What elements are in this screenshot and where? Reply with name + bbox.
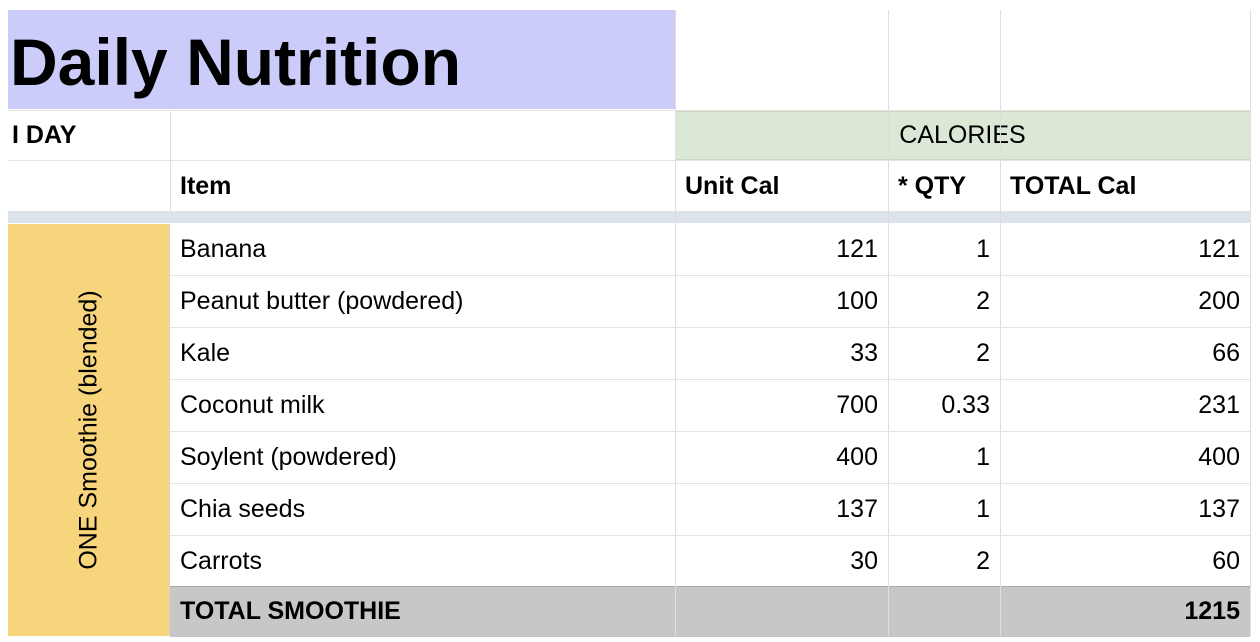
item-cell[interactable]: Banana: [170, 224, 675, 275]
unit-cal-value: 30: [850, 546, 878, 575]
column-header-item-label: Item: [180, 171, 232, 200]
qty-cell[interactable]: 2: [888, 276, 1000, 327]
qty-value: 1: [976, 443, 990, 471]
qty-cell[interactable]: 0.33: [888, 380, 1000, 431]
row-divider: [170, 327, 1250, 328]
column-divider: [888, 10, 889, 636]
group-label: ONE Smoothie (blended): [74, 290, 103, 570]
total-cal-value: 121: [1198, 235, 1240, 263]
total-cal-value: 60: [1212, 546, 1240, 575]
total-cal-cell[interactable]: 60: [1000, 536, 1250, 586]
row-divider: [170, 483, 1250, 484]
total-cal-value: 66: [1212, 339, 1240, 367]
item-cell[interactable]: Peanut butter (powdered): [170, 276, 675, 327]
column-header-total-cal[interactable]: TOTAL Cal: [1000, 161, 1250, 211]
item-cell[interactable]: Carrots: [170, 536, 675, 586]
total-cal-cell[interactable]: 231: [1000, 380, 1250, 431]
unit-cal-value: 100: [836, 287, 878, 315]
qty-cell[interactable]: 2: [888, 328, 1000, 379]
qty-cell[interactable]: 2: [888, 536, 1000, 586]
qty-value: 2: [976, 339, 990, 367]
group-label-cell[interactable]: [8, 224, 170, 636]
column-header-item[interactable]: Item: [170, 161, 675, 211]
qty-value: 2: [976, 546, 990, 575]
day-label-cell[interactable]: I DAY: [8, 111, 170, 160]
total-cal-cell[interactable]: 121: [1000, 224, 1250, 275]
calories-header-cell[interactable]: CALORIES: [675, 111, 1250, 160]
item-cell[interactable]: Coconut milk: [170, 380, 675, 431]
total-label: TOTAL SMOOTHIE: [180, 597, 401, 625]
column-divider: [170, 111, 171, 211]
qty-value: 1: [976, 235, 990, 263]
item-name: Chia seeds: [180, 495, 306, 523]
total-cal-cell[interactable]: 400: [1000, 432, 1250, 483]
unit-cal-value: 121: [836, 235, 878, 263]
row-divider: [8, 110, 1250, 111]
item-cell[interactable]: Kale: [170, 328, 675, 379]
calories-header: CALORIES: [899, 121, 1026, 149]
total-cal-cell[interactable]: 66: [1000, 328, 1250, 379]
total-row[interactable]: [170, 586, 1250, 637]
title-cell[interactable]: Daily Nutrition: [8, 10, 675, 109]
column-header-total-cal-label: TOTAL Cal: [1010, 171, 1137, 200]
unit-cal-cell[interactable]: 400: [675, 432, 888, 483]
item-name: Soylent (powdered): [180, 443, 397, 471]
row-divider: [170, 431, 1250, 432]
total-value: 1215: [1184, 597, 1240, 625]
day-label: I DAY: [12, 121, 77, 149]
column-header-qty[interactable]: * QTY: [888, 161, 1000, 211]
total-cal-value: 231: [1198, 391, 1240, 419]
qty-value: 1: [976, 495, 990, 523]
column-header-qty-label: * QTY: [898, 171, 967, 200]
item-name: Kale: [180, 339, 231, 367]
item-name: Coconut milk: [180, 391, 325, 419]
header-separator: [8, 211, 1250, 223]
unit-cal-value: 137: [836, 495, 878, 523]
total-value-cell[interactable]: 1215: [1000, 587, 1250, 636]
row-divider: [170, 379, 1250, 380]
row-divider: [8, 160, 1250, 161]
column-divider: [675, 10, 676, 636]
unit-cal-cell[interactable]: 121: [675, 224, 888, 275]
total-cal-value: 400: [1198, 443, 1240, 471]
total-cal-cell[interactable]: 137: [1000, 484, 1250, 535]
column-divider: [1000, 10, 1001, 636]
unit-cal-cell[interactable]: 100: [675, 276, 888, 327]
qty-value: 0.33: [941, 391, 990, 419]
unit-cal-value: 400: [836, 443, 878, 471]
column-header-unit-cal[interactable]: Unit Cal: [675, 161, 888, 211]
unit-cal-value: 33: [850, 339, 878, 367]
unit-cal-cell[interactable]: 30: [675, 536, 888, 586]
page-title: Daily Nutrition: [10, 24, 462, 99]
total-cal-cell[interactable]: 200: [1000, 276, 1250, 327]
qty-cell[interactable]: 1: [888, 484, 1000, 535]
row-divider: [170, 275, 1250, 276]
qty-cell[interactable]: 1: [888, 432, 1000, 483]
column-header-unit-cal-label: Unit Cal: [685, 171, 780, 200]
qty-value: 2: [976, 287, 990, 315]
item-name: Peanut butter (powdered): [180, 287, 464, 315]
total-cal-value: 137: [1198, 495, 1240, 523]
item-name: Banana: [180, 235, 267, 263]
unit-cal-cell[interactable]: 33: [675, 328, 888, 379]
item-cell[interactable]: Soylent (powdered): [170, 432, 675, 483]
row-divider: [170, 535, 1250, 536]
unit-cal-cell[interactable]: 137: [675, 484, 888, 535]
qty-cell[interactable]: 1: [888, 224, 1000, 275]
total-cal-value: 200: [1198, 287, 1240, 315]
unit-cal-cell[interactable]: 700: [675, 380, 888, 431]
column-divider: [1250, 10, 1251, 636]
unit-cal-value: 700: [836, 391, 878, 419]
total-label-cell[interactable]: TOTAL SMOOTHIE: [170, 587, 675, 636]
item-cell[interactable]: Chia seeds: [170, 484, 675, 535]
item-name: Carrots: [180, 546, 262, 575]
